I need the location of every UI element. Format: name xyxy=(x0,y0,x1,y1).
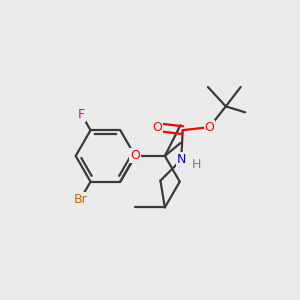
Text: N: N xyxy=(176,153,186,167)
Text: O: O xyxy=(130,149,140,162)
Text: O: O xyxy=(205,121,214,134)
Text: O: O xyxy=(152,121,162,134)
Text: H: H xyxy=(191,158,201,171)
Text: Br: Br xyxy=(73,193,87,206)
Text: F: F xyxy=(78,108,85,121)
